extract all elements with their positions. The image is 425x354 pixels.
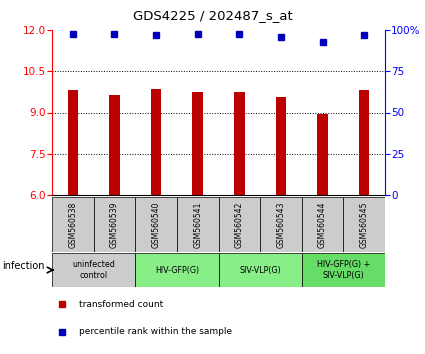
- Text: SIV-VLP(G): SIV-VLP(G): [239, 266, 281, 274]
- Text: HIV-GFP(G): HIV-GFP(G): [155, 266, 199, 274]
- Text: HIV-GFP(G) +
SIV-VLP(G): HIV-GFP(G) + SIV-VLP(G): [317, 260, 370, 280]
- Text: GSM560541: GSM560541: [193, 201, 202, 248]
- Text: GDS4225 / 202487_s_at: GDS4225 / 202487_s_at: [133, 9, 292, 22]
- Bar: [260, 197, 302, 252]
- Text: GSM560539: GSM560539: [110, 201, 119, 248]
- Bar: [193, 92, 203, 195]
- Bar: [177, 197, 218, 252]
- Text: GSM560545: GSM560545: [360, 201, 368, 248]
- Bar: [343, 197, 385, 252]
- Bar: [302, 197, 343, 252]
- Text: GSM560542: GSM560542: [235, 201, 244, 248]
- Bar: [151, 89, 161, 195]
- Text: uninfected
control: uninfected control: [72, 260, 115, 280]
- Bar: [52, 253, 135, 287]
- Text: GSM560544: GSM560544: [318, 201, 327, 248]
- Text: GSM560543: GSM560543: [276, 201, 286, 248]
- Text: infection: infection: [2, 262, 45, 272]
- Text: GSM560540: GSM560540: [152, 201, 161, 248]
- Bar: [135, 197, 177, 252]
- Bar: [135, 253, 218, 287]
- Bar: [317, 114, 328, 195]
- Bar: [52, 197, 94, 252]
- Text: transformed count: transformed count: [79, 300, 163, 309]
- Bar: [218, 197, 260, 252]
- Bar: [302, 253, 385, 287]
- Bar: [218, 253, 302, 287]
- Bar: [68, 91, 78, 195]
- Text: percentile rank within the sample: percentile rank within the sample: [79, 327, 232, 336]
- Bar: [94, 197, 135, 252]
- Bar: [109, 95, 120, 195]
- Bar: [359, 91, 369, 195]
- Text: GSM560538: GSM560538: [68, 201, 77, 248]
- Bar: [276, 97, 286, 195]
- Bar: [234, 92, 244, 195]
